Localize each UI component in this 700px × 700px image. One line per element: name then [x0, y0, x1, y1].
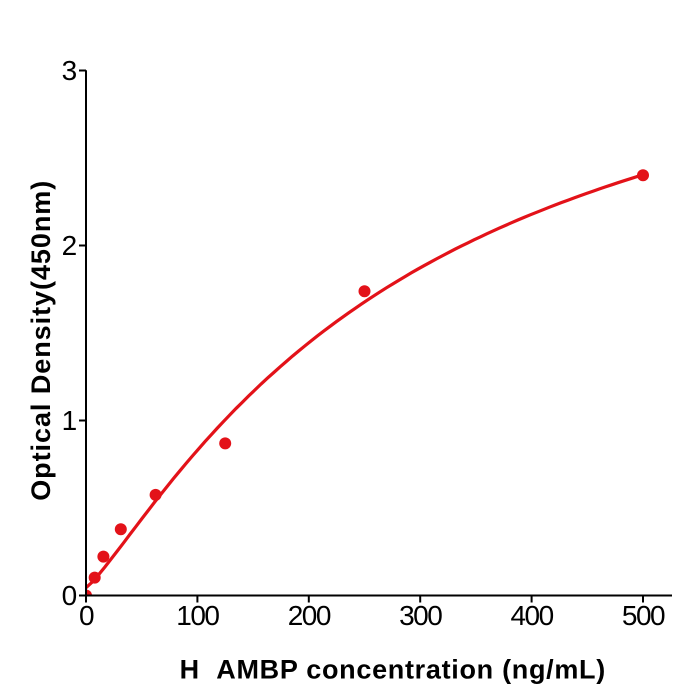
svg-text:500: 500: [622, 600, 665, 631]
svg-text:3: 3: [62, 55, 77, 86]
svg-text:400: 400: [510, 600, 553, 631]
svg-text:300: 300: [399, 600, 442, 631]
svg-text:100: 100: [176, 600, 219, 631]
svg-text:H AMBP concentration (ng/mL): H AMBP concentration (ng/mL): [180, 655, 606, 685]
svg-text:Optical Density(450nm): Optical Density(450nm): [26, 180, 56, 501]
svg-text:0: 0: [79, 600, 94, 631]
svg-text:1: 1: [62, 405, 77, 436]
svg-text:2: 2: [62, 230, 77, 261]
svg-text:0: 0: [62, 580, 77, 611]
svg-text:200: 200: [288, 600, 331, 631]
